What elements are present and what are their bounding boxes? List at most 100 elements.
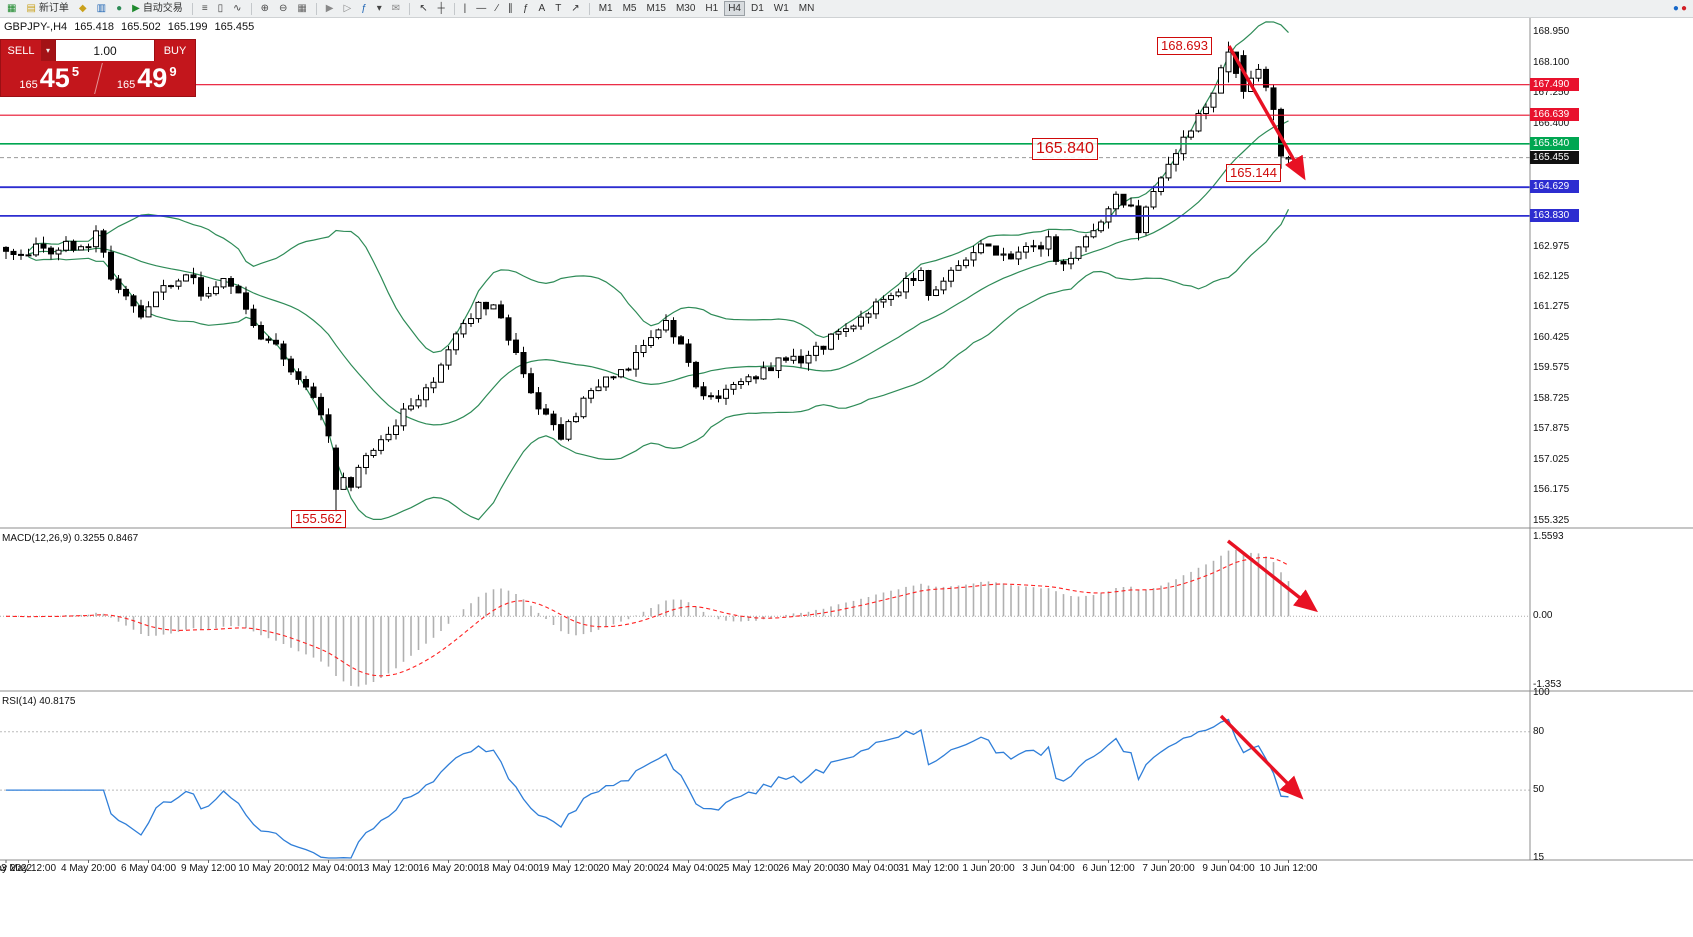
news-status-icon[interactable]: ● xyxy=(1672,2,1679,14)
timeframe-d1-button[interactable]: D1 xyxy=(747,1,768,16)
horizontal-line-icon: — xyxy=(476,2,487,14)
chart-bars-icon: ≡ xyxy=(201,2,208,14)
timeframe-h4-label: H4 xyxy=(728,2,741,14)
timeframe-mn-button[interactable]: MN xyxy=(795,1,819,16)
sell-price[interactable]: 165 45 5 xyxy=(1,61,98,96)
sell-price-pip: 5 xyxy=(71,64,80,79)
timeframe-mn-label: MN xyxy=(798,2,815,14)
chart-candles-button[interactable]: ▯ xyxy=(214,1,228,16)
template-icon: ✉ xyxy=(391,2,401,14)
horizontal-line-button[interactable]: — xyxy=(472,1,490,16)
timeframe-h1-button[interactable]: H1 xyxy=(701,1,722,16)
main-toolbar: ▦ ▤ 新订单 ◆ ▥ ● ▶ 自动交易 ≡ ▯ ∿ ⊕ ⊖ ▦ ▶ ▷ ƒ ▾ ✉ ↖ ┼ | — ∕ ∥ ƒ A T ↗ M1 M5 M1… xyxy=(0,0,1693,18)
macd-label: MACD(12,26,9) 0.3255 0.8467 xyxy=(2,533,139,544)
buy-price-pip: 9 xyxy=(169,64,177,79)
volume-input[interactable] xyxy=(55,40,155,61)
timeframe-m15-button[interactable]: M15 xyxy=(643,1,670,16)
arrows-button[interactable]: ↗ xyxy=(567,1,583,16)
new-order-button[interactable]: ▤ 新订单 xyxy=(22,1,72,16)
chart-line-button[interactable]: ∿ xyxy=(229,1,245,16)
zoom-in-icon: ⊕ xyxy=(260,2,269,14)
toolbar-separator xyxy=(588,2,590,15)
timeframe-m15-label: M15 xyxy=(646,2,666,14)
autotrading-label: 自动交易 xyxy=(142,2,183,14)
timeframe-m1-label: M1 xyxy=(598,2,613,14)
timeframe-m1-button[interactable]: M1 xyxy=(595,1,617,16)
fibonacci-button[interactable]: ƒ xyxy=(519,1,533,16)
new-chart-icon: ▦ xyxy=(7,2,17,14)
vertical-line-button[interactable]: | xyxy=(460,1,471,16)
chart-candles-icon: ▯ xyxy=(217,2,224,14)
channel-icon: ∥ xyxy=(507,2,513,14)
autotrading-button[interactable]: ▶ 自动交易 xyxy=(128,1,187,16)
timeframe-w1-button[interactable]: W1 xyxy=(770,1,793,16)
rsi-label: RSI(14) 40.8175 xyxy=(2,696,76,707)
crosshair-button[interactable]: ┼ xyxy=(434,1,449,16)
toolbar-separator xyxy=(250,2,252,15)
bar-close: 165.455 xyxy=(214,21,255,33)
sell-price-main: 45 xyxy=(39,63,70,93)
timeframe-m5-label: M5 xyxy=(622,2,637,14)
toolbar-separator xyxy=(315,2,317,15)
tile-windows-button[interactable]: ▦ xyxy=(293,1,310,16)
template-button[interactable]: ✉ xyxy=(388,1,404,16)
fibonacci-icon: ƒ xyxy=(522,2,529,14)
trendline-icon: ∕ xyxy=(496,2,498,14)
data-window-button[interactable]: ▥ xyxy=(93,1,110,16)
label-button[interactable]: T xyxy=(551,1,565,16)
chart-shift-icon: ▷ xyxy=(343,2,352,14)
autotrading-icon: ▶ xyxy=(132,2,140,14)
zoom-in-button[interactable]: ⊕ xyxy=(257,1,273,16)
bar-high: 165.502 xyxy=(120,21,161,33)
auto-scroll-button[interactable]: ▶ xyxy=(322,1,338,16)
bar-open: 165.418 xyxy=(74,21,114,33)
indicators-icon: ƒ xyxy=(361,2,367,14)
timeframe-w1-label: W1 xyxy=(773,2,789,14)
sell-button[interactable]: SELL xyxy=(1,40,41,61)
text-button[interactable]: A xyxy=(535,1,550,16)
chart-shift-button[interactable]: ▷ xyxy=(340,1,356,16)
sell-price-prefix: 165 xyxy=(19,79,38,91)
timeframe-m5-button[interactable]: M5 xyxy=(619,1,641,16)
cursor-icon: ↖ xyxy=(419,2,428,14)
toolbar-separator xyxy=(453,2,455,15)
toolbar-separator xyxy=(191,2,193,15)
buy-price[interactable]: 165 49 9 xyxy=(99,61,196,96)
timeframe-h4-button[interactable]: H4 xyxy=(724,1,745,16)
buy-price-prefix: 165 xyxy=(116,79,136,91)
new-order-icon: ▤ xyxy=(26,2,36,14)
auto-scroll-icon: ▶ xyxy=(325,2,334,14)
label-icon: T xyxy=(555,2,562,14)
bar-low: 165.199 xyxy=(167,21,208,33)
cursor-button[interactable]: ↖ xyxy=(415,1,431,16)
buy-price-main: 49 xyxy=(137,63,168,93)
chart-bars-button[interactable]: ≡ xyxy=(198,1,212,16)
navigator-button[interactable]: ● xyxy=(112,1,126,16)
vertical-line-icon: | xyxy=(463,2,467,14)
tile-windows-icon: ▦ xyxy=(297,2,307,14)
one-click-header-row: SELL ▾ BUY xyxy=(1,40,195,61)
indicators-button[interactable]: ƒ xyxy=(357,1,371,16)
period-dropdown-icon: ▾ xyxy=(376,2,382,14)
alert-status-icon[interactable]: ● xyxy=(1680,2,1687,14)
market-watch-button[interactable]: ◆ xyxy=(75,1,91,16)
timeframe-m30-button[interactable]: M30 xyxy=(672,1,699,16)
one-click-trading-panel: SELL ▾ BUY 165 45 5 165 49 9 xyxy=(0,39,196,97)
symbol-ohlc-line: GBPJPY-,H4 165.418 165.502 165.199 165.455 xyxy=(4,21,261,33)
chart-line-icon: ∿ xyxy=(233,2,242,14)
buy-button[interactable]: BUY xyxy=(155,40,195,61)
timeframe-m30-label: M30 xyxy=(675,2,696,14)
arrows-icon: ↗ xyxy=(571,2,580,14)
period-dropdown-button[interactable]: ▾ xyxy=(373,1,386,16)
new-chart-button[interactable]: ▦ xyxy=(3,1,20,16)
symbol-name: GBPJPY-,H4 xyxy=(4,21,68,33)
text-icon: A xyxy=(538,2,546,14)
trendline-button[interactable]: ∕ xyxy=(492,1,502,16)
one-click-price-row: 165 45 5 165 49 9 xyxy=(1,61,195,96)
crosshair-icon: ┼ xyxy=(437,2,445,14)
channel-button[interactable]: ∥ xyxy=(504,1,517,16)
zoom-out-button[interactable]: ⊖ xyxy=(275,1,291,16)
chevron-down-icon[interactable]: ▾ xyxy=(41,40,55,61)
